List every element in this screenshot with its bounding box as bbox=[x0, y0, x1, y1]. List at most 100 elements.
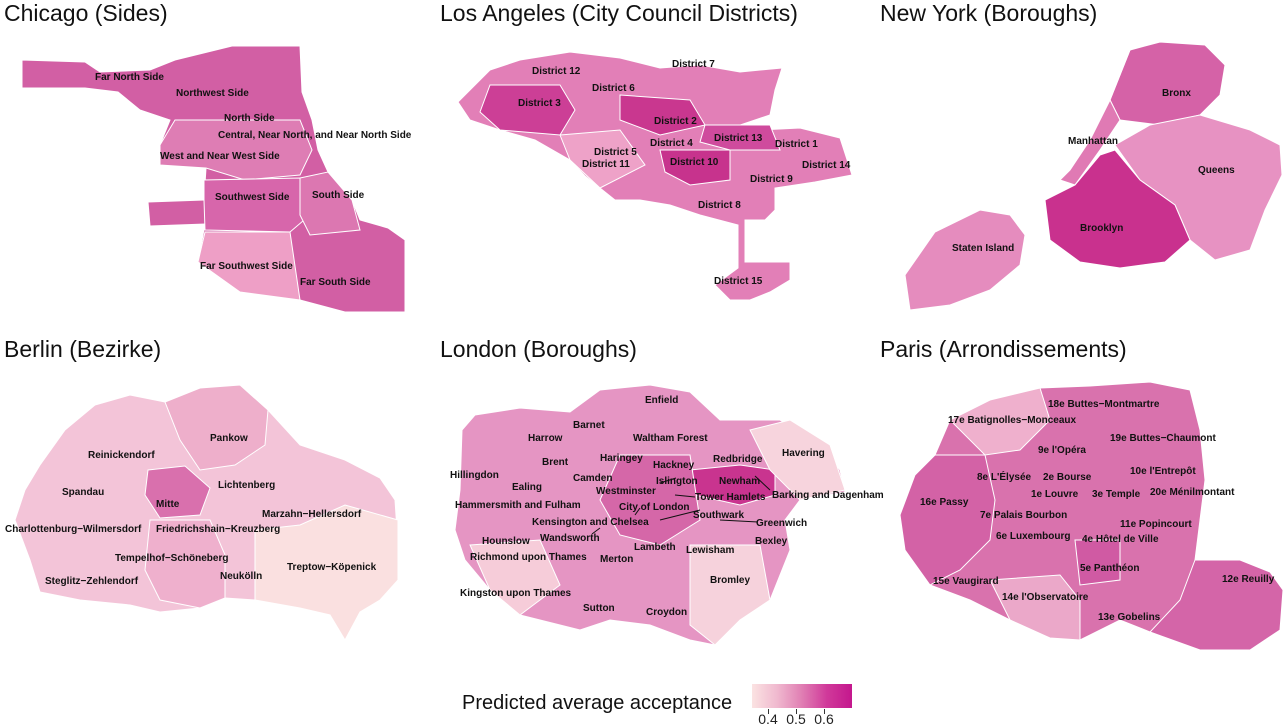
region-label: North Side bbox=[224, 113, 275, 124]
region-label: 7e Palais Bourbon bbox=[980, 510, 1067, 521]
ny-staten-island-region bbox=[904, 209, 1026, 311]
region-label: 12e Reuilly bbox=[1222, 574, 1275, 585]
berlin-treptow-region bbox=[254, 504, 399, 642]
los-angeles-title: Los Angeles (City Council Districts) bbox=[440, 0, 798, 26]
region-label: Islington bbox=[656, 476, 698, 487]
region-label: Central, Near North, and Near North Side bbox=[218, 130, 412, 141]
region-label: 20e Ménilmontant bbox=[1150, 487, 1235, 498]
paris-14e-region bbox=[989, 574, 1081, 641]
leader-line bbox=[591, 527, 601, 535]
chicago-outline bbox=[21, 45, 406, 313]
london-leader-lines bbox=[591, 475, 771, 535]
region-label: 14e l'Observatoire bbox=[1002, 592, 1089, 603]
ny-manhattan-region bbox=[1059, 49, 1131, 186]
region-label: Queens bbox=[1198, 165, 1235, 176]
region-label: Ealing bbox=[512, 482, 542, 493]
leader-line bbox=[674, 494, 696, 498]
region-label: District 5 bbox=[594, 147, 637, 158]
region-label: Far Southwest Side bbox=[200, 261, 293, 272]
london-map bbox=[454, 384, 846, 646]
region-label: Lambeth bbox=[634, 542, 676, 553]
region-label: Newham bbox=[719, 476, 760, 487]
region-label: Kensington and Chelsea bbox=[532, 517, 649, 528]
region-label: Enfield bbox=[645, 395, 678, 406]
region-label: Kingston upon Thames bbox=[460, 588, 572, 599]
region-label: Mitte bbox=[156, 499, 180, 510]
maps-canvas: Far North Side Northwest Side North Side… bbox=[5, 41, 1284, 651]
berlin-title: Berlin (Bezirke) bbox=[4, 336, 162, 362]
london-bromley-region bbox=[689, 544, 771, 646]
region-label: District 7 bbox=[672, 59, 715, 70]
region-label: Reinickendorf bbox=[88, 450, 155, 461]
region-label: 3e Temple bbox=[1092, 489, 1141, 500]
region-label: Lewisham bbox=[686, 545, 734, 556]
london-richmond-region bbox=[469, 539, 561, 616]
region-label: Barking and Dagenham bbox=[772, 490, 884, 501]
region-label: Richmond upon Thames bbox=[470, 552, 587, 563]
region-label: Southwest Side bbox=[215, 192, 290, 203]
region-label: Haringey bbox=[600, 453, 643, 464]
region-label: Southwark bbox=[693, 510, 745, 521]
region-label: 8e L'Élysée bbox=[977, 470, 1032, 483]
legend-tick bbox=[824, 709, 825, 714]
la-district-10-region bbox=[659, 149, 731, 186]
region-label: Havering bbox=[782, 448, 825, 459]
chicago-southwest-region bbox=[203, 177, 311, 233]
region-label: Far North Side bbox=[95, 72, 164, 83]
region-label: Hillingdon bbox=[450, 470, 499, 481]
region-label: Hammersmith and Fulham bbox=[455, 500, 581, 511]
region-label: 6e Luxembourg bbox=[996, 531, 1070, 542]
region-label: Charlottenburg−Wilmersdorf bbox=[5, 524, 142, 535]
chicago-title: Chicago (Sides) bbox=[4, 0, 168, 26]
region-label: City of London bbox=[619, 502, 690, 513]
region-label: Brooklyn bbox=[1080, 223, 1123, 234]
la-district-13-region bbox=[699, 124, 781, 151]
region-label: Tempelhof−Schöneberg bbox=[115, 553, 228, 564]
paris-16e-region bbox=[899, 454, 996, 586]
region-label: Redbridge bbox=[713, 454, 763, 465]
region-label: 16e Passy bbox=[920, 497, 969, 508]
region-label: Westminster bbox=[596, 486, 656, 497]
region-label: District 12 bbox=[532, 66, 581, 77]
region-label: District 9 bbox=[750, 174, 793, 185]
region-label: Greenwich bbox=[756, 518, 807, 529]
paris-5e-region bbox=[1074, 539, 1121, 586]
region-label: Spandau bbox=[62, 487, 104, 498]
london-havering-region bbox=[749, 419, 846, 501]
region-label: District 10 bbox=[670, 157, 719, 168]
region-label: Northwest Side bbox=[176, 88, 249, 99]
region-label: District 14 bbox=[802, 160, 851, 171]
region-label: 11e Popincourt bbox=[1120, 519, 1192, 530]
region-labels: Far North Side Northwest Side North Side… bbox=[5, 59, 1275, 623]
legend-tick bbox=[768, 709, 769, 714]
region-label: 19e Buttes−Chaumont bbox=[1110, 433, 1217, 444]
new-york-title: New York (Boroughs) bbox=[880, 0, 1098, 26]
legend-tick bbox=[796, 709, 797, 714]
region-label: District 8 bbox=[698, 200, 741, 211]
legend: Predicted average acceptance 0.4 0.5 0.6 bbox=[462, 682, 862, 728]
ny-bronx-region bbox=[1109, 41, 1226, 126]
region-label: Waltham Forest bbox=[633, 433, 708, 444]
region-label: 18e Buttes−Montmartre bbox=[1048, 399, 1160, 410]
legend-colorbar bbox=[752, 684, 852, 708]
region-label: District 6 bbox=[592, 83, 635, 94]
region-label: 17e Batignolles−Monceaux bbox=[948, 415, 1077, 426]
legend-title: Predicted average acceptance bbox=[462, 692, 733, 714]
region-label: Brent bbox=[542, 457, 569, 468]
region-label: 1e Louvre bbox=[1031, 489, 1079, 500]
chicago-west-region bbox=[159, 119, 313, 181]
paris-title: Paris (Arrondissements) bbox=[880, 336, 1127, 362]
legend-tick-label: 0.4 bbox=[758, 711, 778, 727]
leader-line bbox=[754, 475, 771, 491]
legend-tick-label: 0.5 bbox=[786, 711, 806, 727]
region-label: 2e Bourse bbox=[1043, 472, 1092, 483]
region-label: Steglitz−Zehlendorf bbox=[45, 576, 139, 587]
region-label: 15e Vaugirard bbox=[933, 576, 999, 587]
leader-line bbox=[659, 477, 677, 484]
region-label: 13e Gobelins bbox=[1098, 612, 1161, 623]
la-district-5-region bbox=[559, 129, 646, 189]
paris-12e-region bbox=[1149, 559, 1284, 651]
paris-map bbox=[899, 381, 1284, 651]
region-label: Barnet bbox=[573, 420, 605, 431]
region-label: Manhattan bbox=[1068, 136, 1118, 147]
